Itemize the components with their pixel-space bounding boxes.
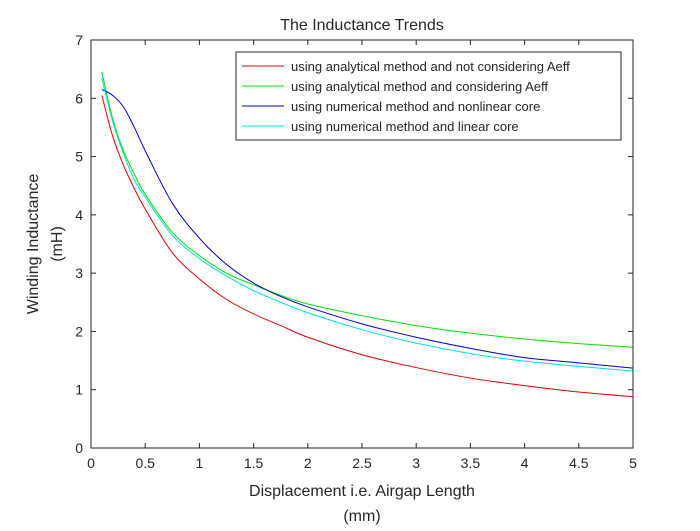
series-line-1 xyxy=(101,95,634,398)
legend-label-2: using analytical method and considering … xyxy=(291,79,548,94)
y-axis-label-line-2: (mH) xyxy=(49,226,66,262)
legend-label-4: using numerical method and linear core xyxy=(291,119,519,134)
x-tick-label: 3 xyxy=(412,455,420,471)
y-tick-label: 7 xyxy=(75,32,83,48)
x-tick-label: 5 xyxy=(629,455,637,471)
legend: using analytical method and not consider… xyxy=(235,51,622,141)
y-tick-label: 0 xyxy=(75,440,83,456)
series-line-3 xyxy=(101,89,634,369)
x-tick-label: 1 xyxy=(196,455,204,471)
x-tick-label: 0 xyxy=(87,455,95,471)
x-tick-label: 0.5 xyxy=(135,455,155,471)
tick-labels: 0 0.5 1 1.5 2 2.5 3 3.5 4 4.5 5 0 1 2 3 4 5 6 7 xyxy=(75,32,637,471)
x-tick-label: 2.5 xyxy=(352,455,372,471)
y-tick-label: 3 xyxy=(75,265,83,281)
legend-label-3: using numerical method and nonlinear cor… xyxy=(291,99,540,114)
x-axis-label-line-1: Displacement i.e. Airgap Length xyxy=(249,483,475,500)
y-tick-label: 6 xyxy=(75,90,83,106)
legend-label-1: using analytical method and not consider… xyxy=(291,59,570,74)
y-tick-label: 2 xyxy=(75,323,83,339)
series-line-2 xyxy=(101,71,634,348)
axes xyxy=(90,39,634,449)
y-tick-label: 1 xyxy=(75,382,83,398)
y-tick-label: 4 xyxy=(75,207,83,223)
legend-box xyxy=(235,51,622,141)
chart-title: The Inductance Trends xyxy=(280,17,444,34)
y-tick-label: 5 xyxy=(75,149,83,165)
x-tick-label: 4.5 xyxy=(569,455,589,471)
x-tick-label: 2 xyxy=(304,455,312,471)
x-tick-label: 4 xyxy=(521,455,529,471)
x-tick-label: 1.5 xyxy=(244,455,264,471)
x-tick-label: 3.5 xyxy=(461,455,481,471)
y-axis-label-line-1: Winding Inductance xyxy=(25,174,42,315)
series-line-4 xyxy=(101,77,634,372)
x-axis-label-line-2: (mm) xyxy=(343,508,380,525)
series-lines xyxy=(101,71,634,398)
